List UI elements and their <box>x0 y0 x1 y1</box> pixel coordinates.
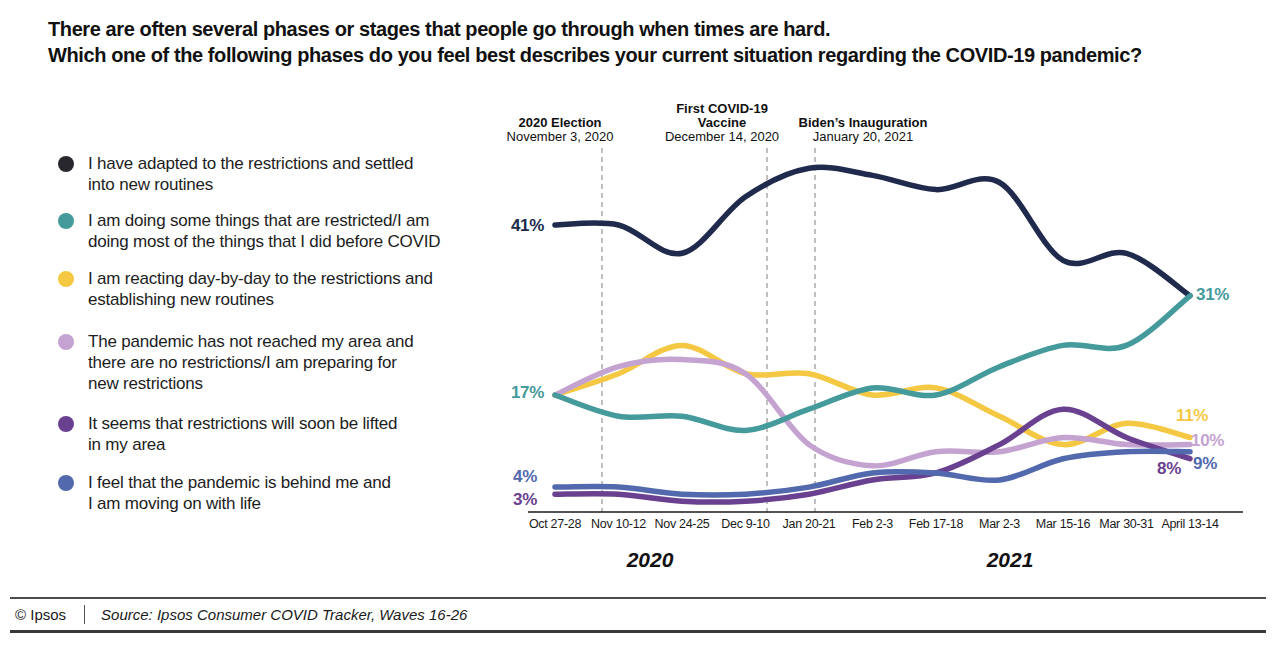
x-tick-label: Nov 24-25 <box>655 517 710 531</box>
x-tick-label: April 13-14 <box>1161 517 1218 531</box>
x-tick-label: Mar 2-3 <box>979 517 1020 531</box>
x-tick-label: Nov 10-12 <box>591 517 646 531</box>
footer-rule-top <box>10 597 1266 599</box>
x-tick-label: Jan 20-21 <box>783 517 836 531</box>
footer: © Ipsos Source: Ipsos Consumer COVID Tra… <box>15 605 467 624</box>
event-date: November 3, 2020 <box>507 130 614 144</box>
event-title-line: 2020 Election <box>507 116 614 130</box>
year-label-2021: 2021 <box>987 548 1034 572</box>
series-line-adapted <box>555 167 1190 295</box>
year-label-2020: 2020 <box>627 548 674 572</box>
end-value-label-lifted: 8% <box>1157 459 1181 479</box>
end-value-label-doing-some: 31% <box>1196 285 1229 305</box>
footer-rule-bottom <box>10 630 1266 633</box>
x-tick-label: Oct 27-28 <box>529 517 581 531</box>
source-label: Source: Ipsos Consumer COVID Tracker, Wa… <box>101 606 467 623</box>
end-value-label-not-reached: 10% <box>1191 431 1224 451</box>
ipsos-covid-phases-slide: There are often several phases or stages… <box>0 0 1286 650</box>
event-date: January 20, 2021 <box>799 130 928 144</box>
x-tick-label: Mar 30-31 <box>1099 517 1153 531</box>
end-value-label-reacting: 11% <box>1176 406 1208 426</box>
event-annotation-0: 2020 ElectionNovember 3, 2020 <box>507 116 614 144</box>
start-value-label-doing-some: 17% <box>474 383 544 403</box>
series-line-not-reached <box>555 359 1190 466</box>
copyright-label: © Ipsos <box>15 606 66 623</box>
start-value-label-behind-me: 4% <box>467 467 537 487</box>
event-title-line: Vaccine <box>665 116 779 130</box>
x-tick-label: Mar 15-16 <box>1036 517 1090 531</box>
end-value-label-behind-me: 9% <box>1193 454 1217 474</box>
event-annotation-1: First COVID-19VaccineDecember 14, 2020 <box>665 102 779 144</box>
start-value-label-adapted: 41% <box>474 216 544 236</box>
x-tick-label: Dec 9-10 <box>721 517 769 531</box>
x-tick-label: Feb 2-3 <box>852 517 893 531</box>
series-line-behind-me <box>555 451 1190 495</box>
event-title-line: First COVID-19 <box>665 102 779 116</box>
footer-separator <box>84 605 85 624</box>
line-chart: 2020 ElectionNovember 3, 2020 First COVID… <box>0 0 1286 650</box>
x-tick-label: Feb 17-18 <box>909 517 963 531</box>
event-date: December 14, 2020 <box>665 130 779 144</box>
event-title-line: Biden’s Inauguration <box>799 116 928 130</box>
start-value-label-lifted: 3% <box>467 490 537 510</box>
event-annotation-2: Biden’s InaugurationJanuary 20, 2021 <box>799 116 928 144</box>
